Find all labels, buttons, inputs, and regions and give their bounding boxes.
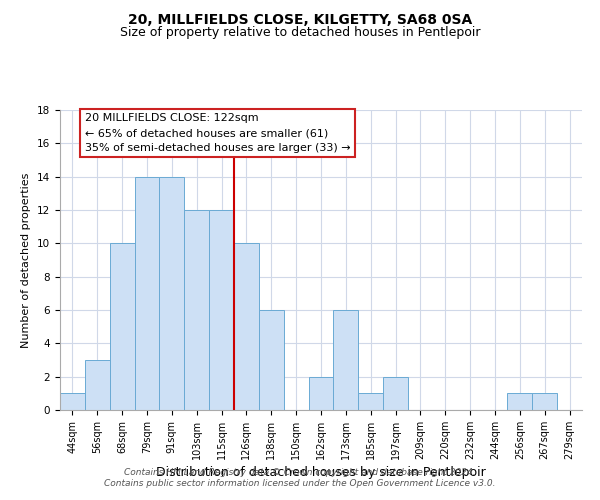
Bar	[110, 244, 134, 410]
Text: 20, MILLFIELDS CLOSE, KILGETTY, SA68 0SA: 20, MILLFIELDS CLOSE, KILGETTY, SA68 0SA	[128, 12, 472, 26]
Bar	[85, 360, 110, 410]
Bar	[234, 244, 259, 410]
Text: Contains HM Land Registry data © Crown copyright and database right 2024.
Contai: Contains HM Land Registry data © Crown c…	[104, 468, 496, 487]
Bar	[134, 176, 160, 410]
Y-axis label: Number of detached properties: Number of detached properties	[22, 172, 31, 348]
Bar	[383, 376, 408, 410]
Bar	[60, 394, 85, 410]
Bar	[259, 310, 284, 410]
Bar	[160, 176, 184, 410]
Bar	[508, 394, 532, 410]
Bar	[308, 376, 334, 410]
Bar	[184, 210, 209, 410]
X-axis label: Distribution of detached houses by size in Pentlepoir: Distribution of detached houses by size …	[156, 466, 486, 479]
Bar	[358, 394, 383, 410]
Bar	[334, 310, 358, 410]
Bar	[532, 394, 557, 410]
Text: 20 MILLFIELDS CLOSE: 122sqm
← 65% of detached houses are smaller (61)
35% of sem: 20 MILLFIELDS CLOSE: 122sqm ← 65% of det…	[85, 114, 350, 153]
Bar	[209, 210, 234, 410]
Text: Size of property relative to detached houses in Pentlepoir: Size of property relative to detached ho…	[120, 26, 480, 39]
